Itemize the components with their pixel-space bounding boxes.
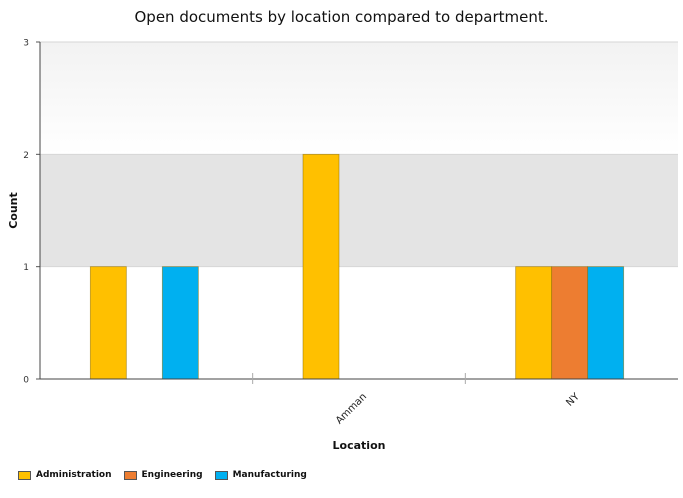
legend-label: Administration <box>36 470 112 480</box>
y-tick-label: 2 <box>23 151 29 161</box>
y-tick-label: 3 <box>23 39 29 49</box>
x-tick-label: Amman <box>334 391 369 426</box>
bar-manufacturing <box>161 266 199 380</box>
legend-item: Manufacturing <box>214 470 307 480</box>
legend-item: Engineering <box>123 470 203 480</box>
bar-manufacturing <box>587 266 625 380</box>
plot-band <box>40 42 678 155</box>
legend-label: Engineering <box>141 470 203 480</box>
y-tick-label: 1 <box>23 263 29 273</box>
bar-administration <box>89 266 127 380</box>
bar-engineering <box>551 266 589 380</box>
y-axis-title: Count <box>7 192 20 229</box>
legend-swatch <box>123 470 137 480</box>
legend-swatch <box>18 470 31 480</box>
bar-administration <box>515 266 553 380</box>
plot-band <box>40 154 678 267</box>
chart-title: Open documents by location compared to d… <box>134 8 549 26</box>
legend-swatch <box>214 470 228 480</box>
legend-item: Administration <box>18 470 112 480</box>
y-tick-label: 0 <box>23 376 29 386</box>
bar-administration <box>302 153 340 380</box>
legend-label: Manufacturing <box>232 470 307 480</box>
x-axis-title: Location <box>333 439 386 452</box>
legend: Administration Engineering Manufacturing <box>18 470 309 480</box>
x-tick-label: NY <box>564 391 582 409</box>
